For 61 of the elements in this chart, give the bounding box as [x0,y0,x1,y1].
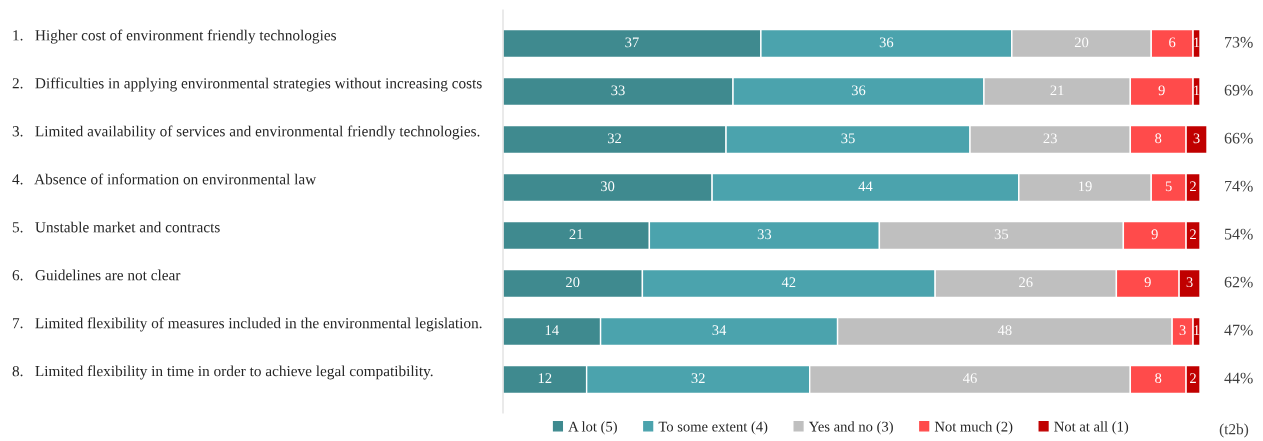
text: 47% [1224,324,1253,336]
data-label: 3 [1179,325,1186,336]
text: 54% [1224,228,1253,240]
data-label: 9 [1151,229,1158,240]
text: 69% [1224,84,1253,96]
data-label: 12 [538,373,552,383]
data-label: 30 [600,181,615,192]
legend-label: Not much (2) [934,421,1013,435]
data-label: 21 [1050,85,1064,96]
data-label: 2 [1190,229,1196,239]
y-tick-label: 3. Limited availability of services and environmental friendly technologies. [12,125,480,140]
y-tick-label: 6. Guidelines are not clear [12,269,181,281]
data-label: 33 [611,85,625,96]
y-tick-label: 4. Absence of information on environmental law [12,173,317,185]
data-label: 8 [1155,133,1162,144]
data-label: 48 [997,325,1012,336]
text: 66% [1224,132,1253,144]
data-label: 34 [712,325,727,336]
data-label: 6 [1169,37,1176,48]
y-tick-label: 1. Higher cost of environment friendly technologies [13,29,337,44]
legend-label: A lot (5) [568,421,617,435]
data-label: 9 [1144,277,1151,288]
data-label: 44 [858,181,873,192]
data-label: 5 [1165,181,1172,192]
data-label: 42 [781,277,796,287]
text: 74% [1225,180,1253,192]
data-label: 32 [691,373,705,384]
data-label: 19 [1079,181,1092,192]
data-label: 3 [1193,133,1200,144]
data-label: 36 [879,37,894,48]
data-label: 2 [1190,181,1196,192]
y-tick-label: 8. Limited flexibility in time in order to achieve legal compatibility. [12,365,433,380]
data-label: 37 [625,37,639,48]
data-label: 35 [841,133,855,144]
data-label: 21 [569,229,583,239]
data-label: 20 [566,277,580,288]
legend-label: To some extent (4) [658,421,768,435]
y-tick-label: 5. Unstable market and contracts [12,221,220,233]
data-label: 3 [1186,277,1193,288]
data-label: 36 [851,85,866,96]
text: 62% [1224,276,1253,288]
data-label: 8 [1155,373,1162,384]
text: (t2b) [1219,423,1249,438]
y-tick-label: 2. Difficulties in applying environmental strategies without increasing costs [12,77,482,92]
y-tick-label: 7. Limited flexibility of measures included in the environmental legislation. [13,317,482,332]
data-label: 2 [1190,373,1196,383]
data-label: 1 [1194,37,1200,48]
data-label: 23 [1043,133,1057,144]
data-label: 20 [1074,37,1089,48]
data-label: 1 [1194,85,1200,96]
legend-label: Not at all (1) [1054,421,1129,435]
data-label: 9 [1158,85,1165,96]
text: 73% [1225,36,1253,48]
text: 44% [1224,372,1253,384]
data-label: 46 [963,373,977,384]
data-label: 35 [994,229,1009,240]
data-label: 26 [1019,277,1033,288]
data-label: 33 [757,229,772,240]
data-label: 32 [607,133,622,144]
legend-label: Yes and no (3) [808,421,893,435]
data-label: 14 [545,325,559,335]
